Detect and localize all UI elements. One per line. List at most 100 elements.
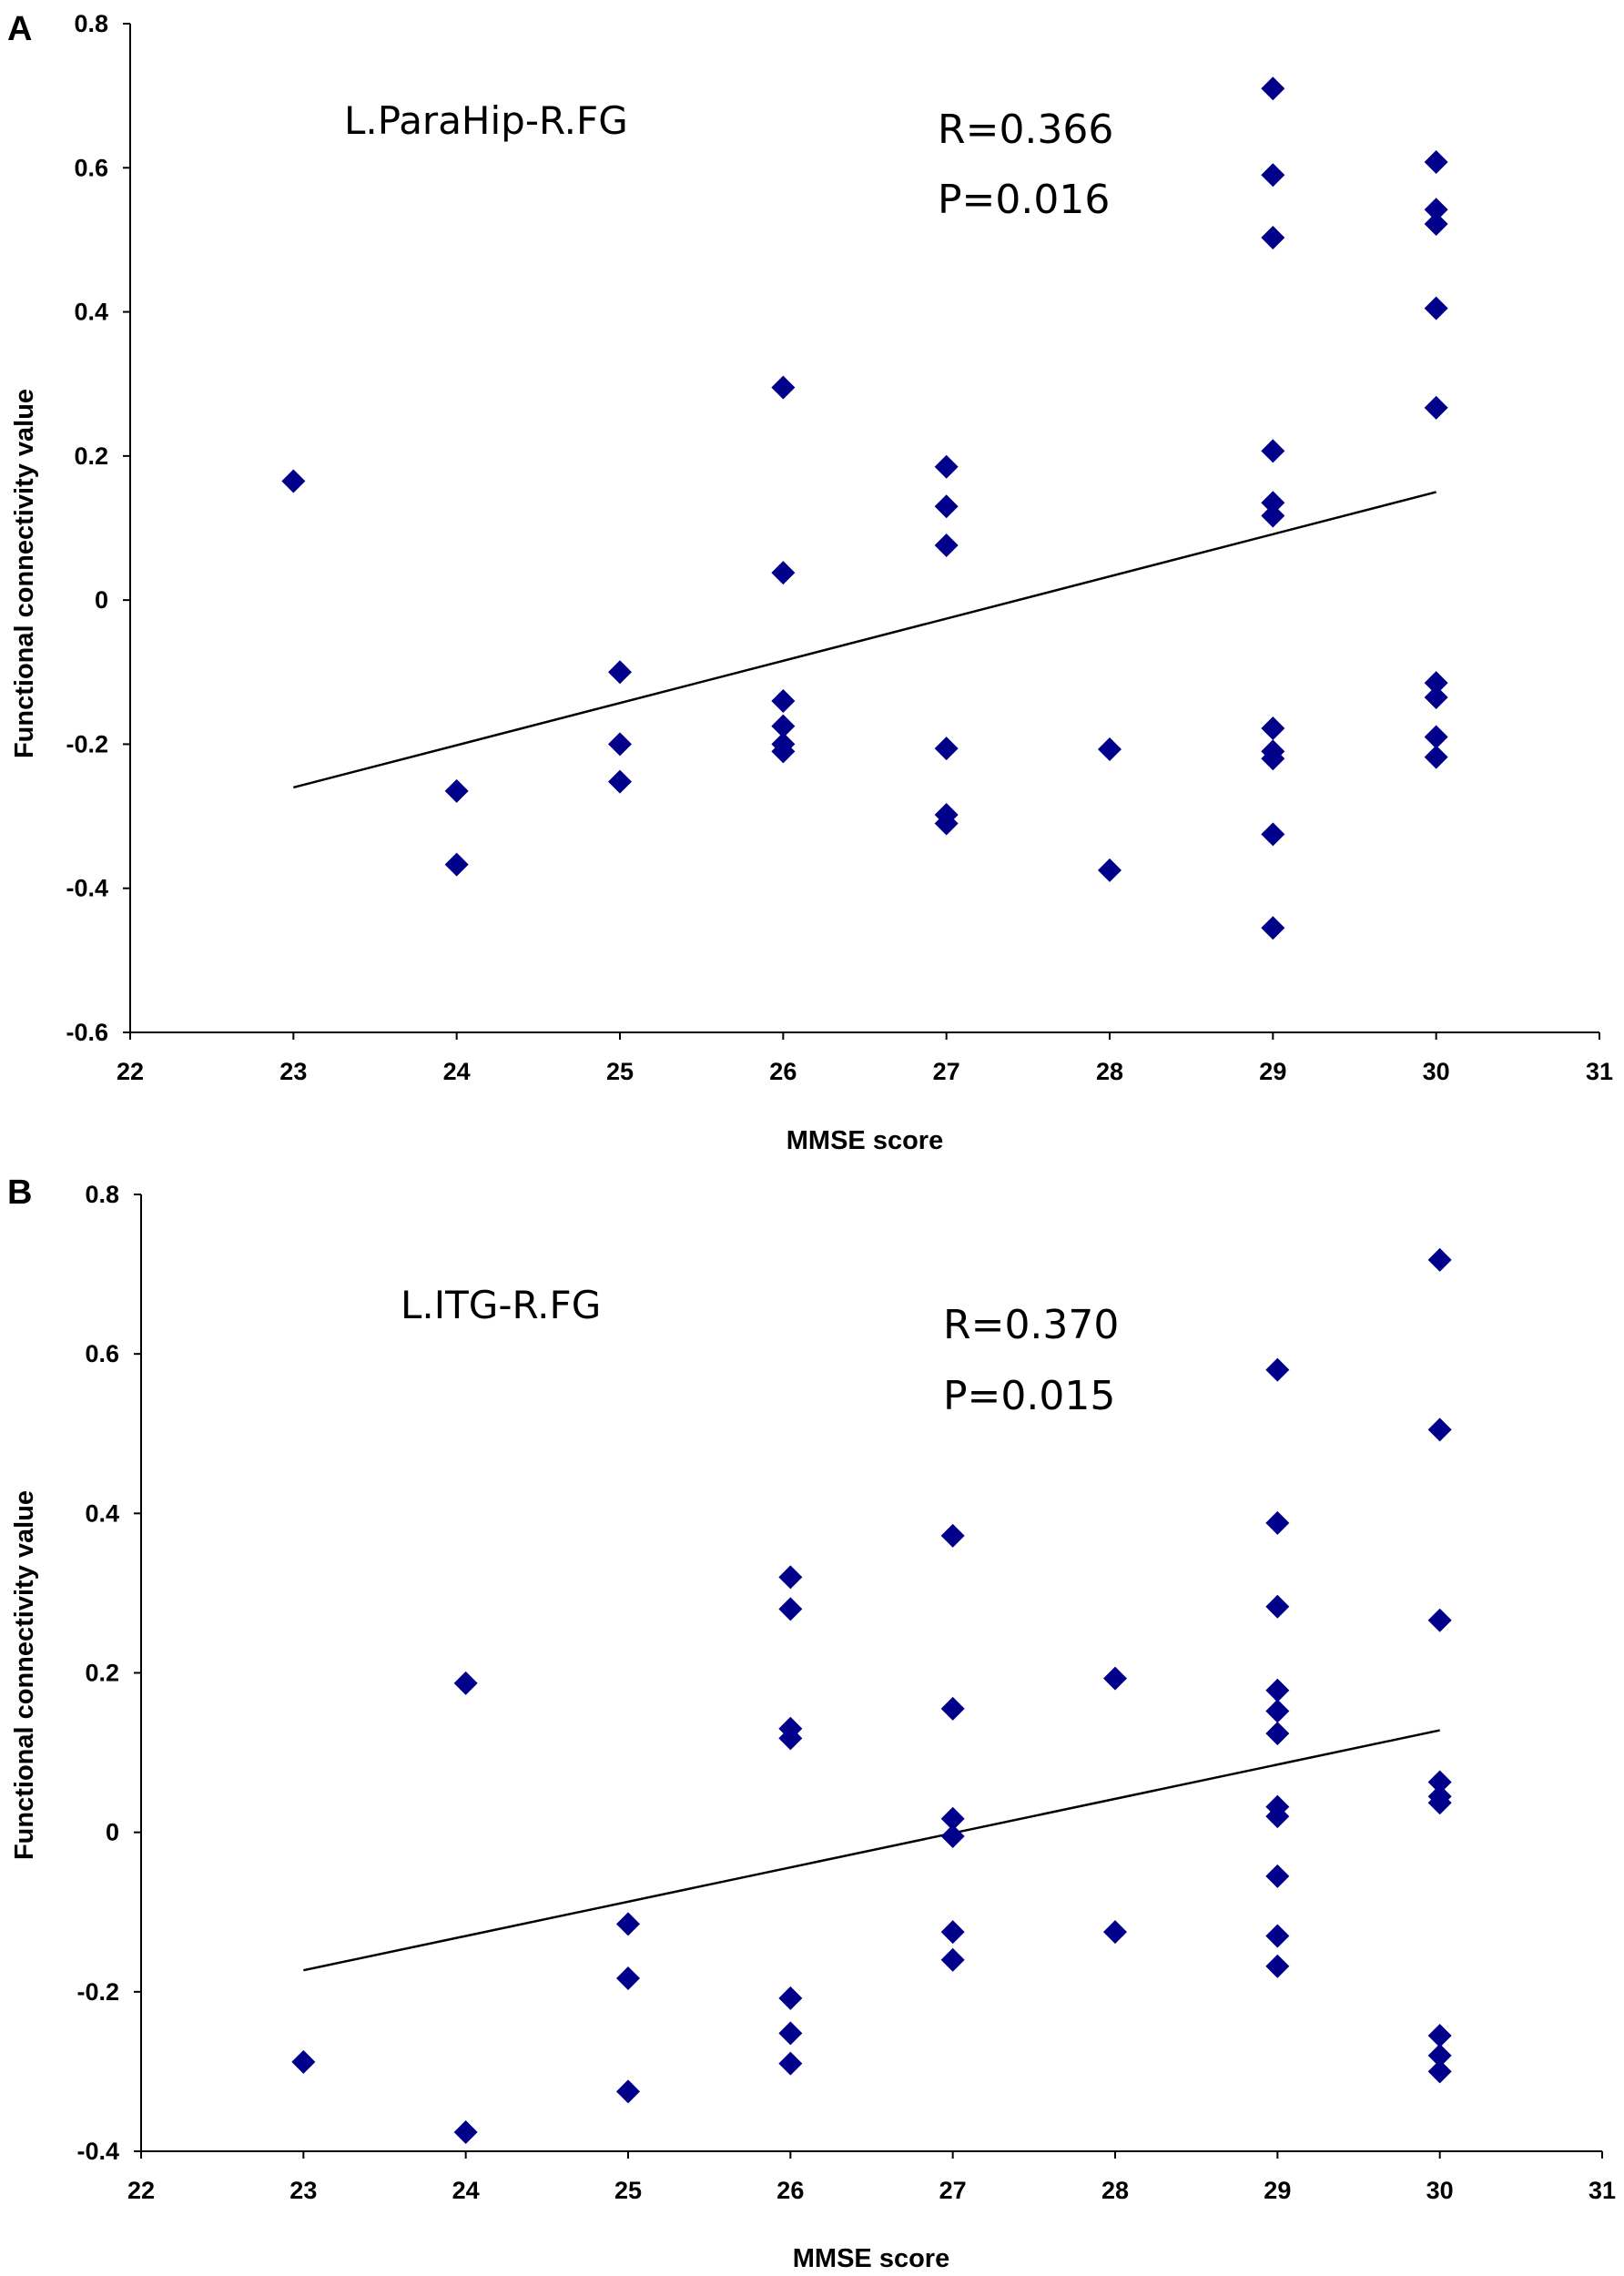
connection-annotation-a: L.ParaHip-R.FG bbox=[344, 98, 628, 143]
data-point bbox=[934, 494, 959, 519]
data-point bbox=[1424, 745, 1448, 769]
y-tick-label: 0.4 bbox=[85, 1499, 119, 1527]
data-point bbox=[616, 2079, 640, 2104]
data-point bbox=[778, 1986, 803, 2010]
x-tick-label: 24 bbox=[443, 1058, 471, 1085]
data-point bbox=[281, 469, 306, 493]
data-point bbox=[453, 1671, 478, 1695]
plot-area-b: -0.4 -0.2 0 0.2 0.4 0.6 0.8 22 23 24 25 26 27 28 29 30 3… bbox=[76, 1181, 1616, 2204]
data-point bbox=[940, 1920, 965, 1945]
data-point bbox=[1261, 439, 1285, 463]
data-point bbox=[1424, 296, 1448, 320]
y-tick-label: 0.4 bbox=[74, 299, 108, 326]
x-tick-label: 29 bbox=[1259, 1058, 1286, 1085]
y-tick-label: -0.4 bbox=[76, 2138, 119, 2165]
data-point bbox=[1427, 2059, 1452, 2084]
data-point bbox=[1424, 212, 1448, 237]
x-tick-label: 23 bbox=[289, 2177, 317, 2204]
data-point bbox=[1261, 491, 1285, 515]
data-point bbox=[778, 1726, 803, 1751]
data-point bbox=[771, 714, 796, 738]
y-tick-label: -0.4 bbox=[66, 875, 108, 902]
data-point bbox=[453, 2119, 478, 2144]
data-point bbox=[1103, 1666, 1127, 1691]
data-point bbox=[1424, 725, 1448, 749]
x-tick-label: 23 bbox=[279, 1058, 307, 1085]
stat-p-a: P=0.016 bbox=[938, 177, 1110, 223]
data-point bbox=[1265, 1678, 1290, 1702]
data-point bbox=[1427, 2043, 1452, 2068]
data-point bbox=[1424, 671, 1448, 696]
data-point bbox=[940, 1523, 965, 1548]
data-point bbox=[771, 688, 796, 713]
data-point bbox=[778, 1597, 803, 1621]
data-point bbox=[1265, 1722, 1290, 1746]
data-point bbox=[771, 561, 796, 585]
data-point bbox=[1098, 737, 1122, 761]
regression-line-a bbox=[293, 491, 1436, 789]
y-tick-label: -0.6 bbox=[66, 1019, 108, 1046]
data-point bbox=[444, 778, 469, 803]
panel-letter-a: A bbox=[7, 10, 32, 48]
data-point bbox=[291, 2049, 316, 2074]
data-point bbox=[1098, 858, 1122, 882]
y-axis-title-a: Functional connectivity value bbox=[10, 389, 39, 758]
data-point bbox=[1261, 747, 1285, 771]
y-tick-label: 0.6 bbox=[74, 154, 108, 181]
data-point bbox=[1265, 1804, 1290, 1829]
y-tick-label: 0.6 bbox=[85, 1340, 119, 1367]
data-point bbox=[1427, 2024, 1452, 2048]
data-point bbox=[1261, 163, 1285, 188]
x-tick-label: 25 bbox=[614, 2177, 642, 2204]
data-point bbox=[771, 375, 796, 400]
data-point bbox=[1265, 1699, 1290, 1723]
y-tick-label: -0.2 bbox=[76, 1978, 119, 2006]
data-point bbox=[1265, 1510, 1290, 1535]
data-point bbox=[934, 454, 959, 479]
y-tick-label: 0 bbox=[106, 1819, 119, 1846]
data-point bbox=[608, 769, 632, 794]
data-point bbox=[616, 1912, 640, 1936]
data-point bbox=[1265, 1954, 1290, 1978]
stat-p-b: P=0.015 bbox=[943, 1373, 1115, 1419]
data-point bbox=[1427, 1770, 1452, 1794]
data-point bbox=[1261, 76, 1285, 101]
stat-r-b: R=0.370 bbox=[943, 1302, 1119, 1348]
data-point bbox=[444, 852, 469, 877]
x-tick-label: 27 bbox=[939, 2177, 967, 2204]
data-point bbox=[778, 2051, 803, 2076]
x-tick-label: 22 bbox=[127, 2177, 155, 2204]
x-tick-label: 28 bbox=[1096, 1058, 1123, 1085]
chart-panel-b: B L.ITG-R.FG R=0.370 P=0.015 MMSE score … bbox=[7, 1174, 1616, 2273]
x-tick-label: 27 bbox=[933, 1058, 960, 1085]
y-tick-label: 0 bbox=[95, 586, 108, 614]
data-point bbox=[934, 811, 959, 836]
data-point bbox=[934, 737, 959, 761]
data-point bbox=[778, 2021, 803, 2046]
data-point bbox=[1424, 395, 1448, 420]
y-axis-title-b: Functional connectivity value bbox=[10, 1490, 39, 1860]
data-point bbox=[1424, 149, 1448, 174]
y-tick-label: 0.2 bbox=[85, 1660, 119, 1687]
regression-line-b bbox=[303, 1729, 1440, 1972]
data-point bbox=[771, 739, 796, 764]
x-axis-title-b: MMSE score bbox=[793, 2244, 949, 2273]
plot-area-a: -0.6 -0.4 -0.2 0 0.2 0.4 0.6 0.8 22 23 24 25 26 27 28 2… bbox=[66, 10, 1613, 1085]
data-point bbox=[616, 1966, 640, 1990]
data-point bbox=[1427, 1791, 1452, 1815]
x-tick-label: 29 bbox=[1264, 2177, 1291, 2204]
connection-annotation-b: L.ITG-R.FG bbox=[401, 1283, 601, 1327]
data-point bbox=[778, 1565, 803, 1590]
y-tick-label: 0.8 bbox=[85, 1181, 119, 1208]
data-point bbox=[608, 660, 632, 685]
data-point bbox=[1427, 1608, 1452, 1632]
x-tick-label: 22 bbox=[117, 1058, 144, 1085]
data-point bbox=[1261, 716, 1285, 741]
x-tick-label: 30 bbox=[1423, 1058, 1450, 1085]
x-tick-label: 31 bbox=[1588, 2177, 1616, 2204]
x-tick-label: 26 bbox=[769, 1058, 797, 1085]
data-point bbox=[1265, 1924, 1290, 1948]
y-tick-label: 0.8 bbox=[74, 10, 108, 37]
